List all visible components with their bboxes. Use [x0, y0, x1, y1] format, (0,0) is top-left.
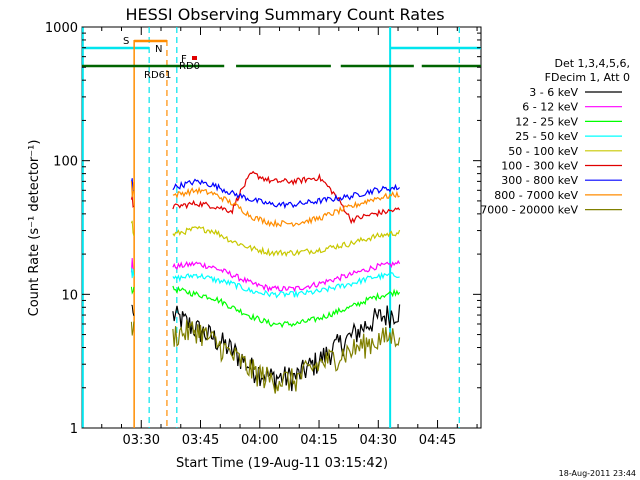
x-tick-label: 04:00	[241, 433, 278, 448]
timestamp: 18-Aug-2011 23:44	[559, 469, 636, 478]
series-line	[172, 170, 401, 225]
legend: Det 1,3,4,5,6,FDecim 1, Att 0 3 - 6 keV 6 …	[480, 57, 630, 217]
x-tick-label: 04:15	[300, 433, 337, 448]
series-segment	[131, 304, 135, 316]
y-tick-label: 1000	[45, 21, 78, 36]
y-tick-label: 10	[61, 288, 78, 303]
series-segment	[130, 286, 135, 295]
plot-frame	[81, 26, 482, 429]
series-line	[172, 186, 400, 228]
series-line	[172, 304, 401, 392]
x-tick-label: 03:45	[182, 433, 219, 448]
series-layer	[130, 170, 401, 394]
axes: 1 10 100 1000 03:30 03:45 04:00 04:15 04:30 04:45	[45, 21, 481, 448]
flare-flag-label: F	[181, 54, 187, 65]
series-line	[172, 178, 401, 210]
flare-marker	[192, 56, 197, 60]
x-tick-label: 04:30	[360, 433, 397, 448]
x-tick-label: 04:45	[419, 433, 456, 448]
legend-header: FDecim 1, Att 0	[545, 71, 630, 84]
rd0-flag-label: RD0	[179, 61, 200, 72]
y-tick-label: 1	[70, 422, 78, 437]
saa-flag-label: S	[123, 36, 129, 47]
legend-label: 800 - 7000 keV	[494, 189, 578, 202]
series-line	[172, 319, 401, 394]
y-axis-label: Count Rate (s⁻¹ detector⁻¹)	[27, 140, 42, 317]
chart-title: HESSI Observing Summary Count Rates	[125, 5, 444, 24]
legend-label: 6 - 12 keV	[522, 101, 578, 114]
series-segment	[130, 321, 135, 336]
x-axis-label: Start Time (19-Aug-11 03:15:42)	[176, 456, 388, 471]
night-flag-label: N	[155, 44, 162, 55]
series-line	[172, 225, 401, 258]
y-tick-label: 100	[53, 155, 78, 170]
legend-label: 7000 - 20000 keV	[480, 204, 578, 217]
legend-label: 3 - 6 keV	[529, 86, 578, 99]
legend-label: 100 - 300 keV	[501, 160, 578, 173]
legend-label: 25 - 50 keV	[515, 130, 578, 143]
series-line	[172, 259, 401, 293]
rd61-flag-label: RD61	[144, 70, 171, 81]
series-line	[172, 285, 401, 329]
series-segment	[130, 181, 135, 198]
series-segment	[130, 267, 135, 279]
legend-label: 12 - 25 keV	[515, 115, 578, 128]
x-tick-label: 03:30	[123, 433, 160, 448]
series-line	[172, 271, 400, 299]
legend-label: 50 - 100 keV	[508, 145, 578, 158]
series-segment	[130, 220, 135, 236]
series-segment	[130, 195, 135, 208]
legend-label: 300 - 800 keV	[501, 174, 578, 187]
legend-header: Det 1,3,4,5,6,	[554, 57, 630, 70]
